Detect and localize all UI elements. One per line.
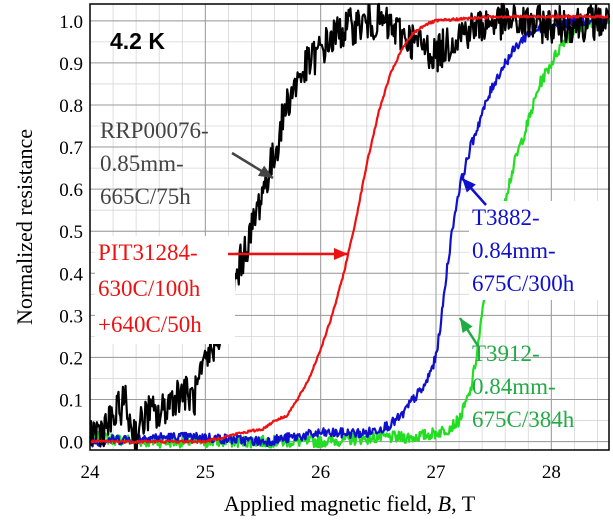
series-label-line: 0.84mm- [472, 238, 556, 263]
annotations: RRP00076- 0.85mm- 665C/75h PIT31284- 630C/10… [95, 118, 609, 432]
y-tick-labels: 0.0 0.1 0.2 0.3 0.4 0.5 0.6 0.7 0.8 0.9 1.0 [59, 12, 83, 454]
x-tick-label: 28 [542, 462, 561, 483]
y-tick-label: 0.2 [59, 348, 83, 369]
x-tick-label: 25 [196, 462, 215, 483]
series-label-line: 0.85mm- [100, 151, 184, 176]
x-tick-label: 26 [311, 462, 330, 483]
series-label-line: +640C/50h [98, 312, 202, 337]
x-tick-label: 27 [427, 462, 446, 483]
y-tick-label: 0.4 [59, 264, 83, 285]
y-tick-label: 0.3 [59, 306, 83, 327]
series-line [89, 14, 610, 444]
y-tick-label: 0.0 [59, 433, 83, 454]
plot-lines [88, 2, 611, 451]
x-axis-label-part: Applied magnetic field, [224, 491, 438, 516]
y-tick-label: 0.1 [59, 391, 83, 412]
y-tick-label: 0.6 [59, 180, 83, 201]
series-label-line: RRP00076- [100, 118, 209, 143]
series-label: PIT31284- 630C/100h +640C/50h [98, 240, 202, 337]
series-label-line: 630C/100h [98, 276, 201, 301]
series-label-background [95, 236, 235, 344]
series-label: T3882- 0.84mm- 675C/300h [472, 205, 575, 296]
series-label-line: PIT31284- [98, 240, 198, 265]
series-label-background [469, 201, 609, 300]
x-tick-labels: 24 25 26 27 28 [81, 462, 561, 483]
y-tick-label: 0.7 [59, 138, 83, 159]
series-arrow-head [462, 178, 476, 193]
x-tick-label: 24 [81, 462, 101, 483]
series-label-line: 665C/75h [100, 184, 191, 209]
series-arrow-head [460, 318, 473, 334]
series-label: T3912- 0.84mm- 675C/384h [472, 341, 575, 432]
y-tick-label: 0.5 [59, 222, 83, 243]
x-axis-label-part: , T [451, 491, 476, 516]
y-tick-label: 0.8 [59, 96, 83, 117]
series-label-line: 675C/300h [472, 271, 575, 296]
series-label-line: 675C/384h [472, 407, 575, 432]
series-label: RRP00076- 0.85mm- 665C/75h [100, 118, 209, 209]
y-axis-label: Normalized resistance [12, 129, 37, 325]
series-label-line: T3882- [472, 205, 540, 230]
y-tick-label: 1.0 [59, 12, 83, 33]
series-label-line: T3912- [472, 341, 540, 366]
temperature-label: 4.2 K [110, 28, 165, 54]
x-axis-label: Applied magnetic field, B, T [224, 491, 476, 516]
x-axis-label-part: B [438, 491, 451, 516]
series-label-line: 0.84mm- [472, 374, 556, 399]
y-tick-label: 0.9 [59, 54, 83, 75]
series-line [89, 2, 611, 451]
plot-frame [89, 3, 610, 451]
series-arrow-head [334, 248, 348, 260]
series-arrow-head [257, 165, 273, 178]
